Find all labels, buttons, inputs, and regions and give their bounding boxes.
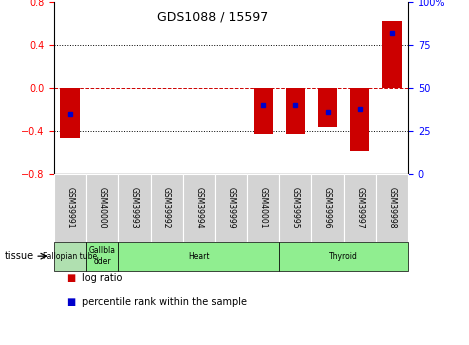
Bar: [344, 174, 376, 241]
Text: GSM39992: GSM39992: [162, 187, 171, 229]
Bar: [286, 88, 305, 134]
Text: GDS1088 / 15597: GDS1088 / 15597: [157, 10, 268, 23]
Text: ■: ■: [66, 273, 75, 283]
Bar: [61, 88, 80, 138]
Text: GSM40001: GSM40001: [259, 187, 268, 229]
Bar: [382, 21, 401, 88]
Text: ■: ■: [66, 297, 75, 307]
Bar: [183, 174, 215, 241]
Bar: [215, 174, 247, 241]
Bar: [151, 174, 183, 241]
Bar: [279, 241, 408, 271]
Text: GSM39995: GSM39995: [291, 187, 300, 229]
Bar: [350, 88, 370, 150]
Bar: [86, 241, 118, 271]
Text: GSM39998: GSM39998: [387, 187, 396, 229]
Bar: [311, 174, 344, 241]
Bar: [376, 174, 408, 241]
Text: log ratio: log ratio: [82, 273, 122, 283]
Bar: [86, 174, 118, 241]
Bar: [118, 174, 151, 241]
Bar: [247, 174, 279, 241]
Text: GSM39997: GSM39997: [355, 187, 364, 229]
Text: GSM39996: GSM39996: [323, 187, 332, 229]
Text: Fallopian tube: Fallopian tube: [43, 252, 97, 261]
Text: GSM39999: GSM39999: [227, 187, 235, 229]
Text: Heart: Heart: [188, 252, 210, 261]
Bar: [118, 241, 279, 271]
Bar: [254, 88, 273, 134]
Text: GSM40000: GSM40000: [98, 187, 107, 229]
Text: GSM39991: GSM39991: [66, 187, 75, 229]
Text: GSM39994: GSM39994: [194, 187, 203, 229]
Text: Thyroid: Thyroid: [329, 252, 358, 261]
Text: GSM39993: GSM39993: [130, 187, 139, 229]
Bar: [54, 174, 86, 241]
Text: percentile rank within the sample: percentile rank within the sample: [82, 297, 247, 307]
Bar: [318, 88, 337, 127]
Bar: [279, 174, 311, 241]
Text: tissue: tissue: [5, 251, 34, 261]
Bar: [54, 241, 86, 271]
Text: Gallbla
dder: Gallbla dder: [89, 246, 116, 266]
